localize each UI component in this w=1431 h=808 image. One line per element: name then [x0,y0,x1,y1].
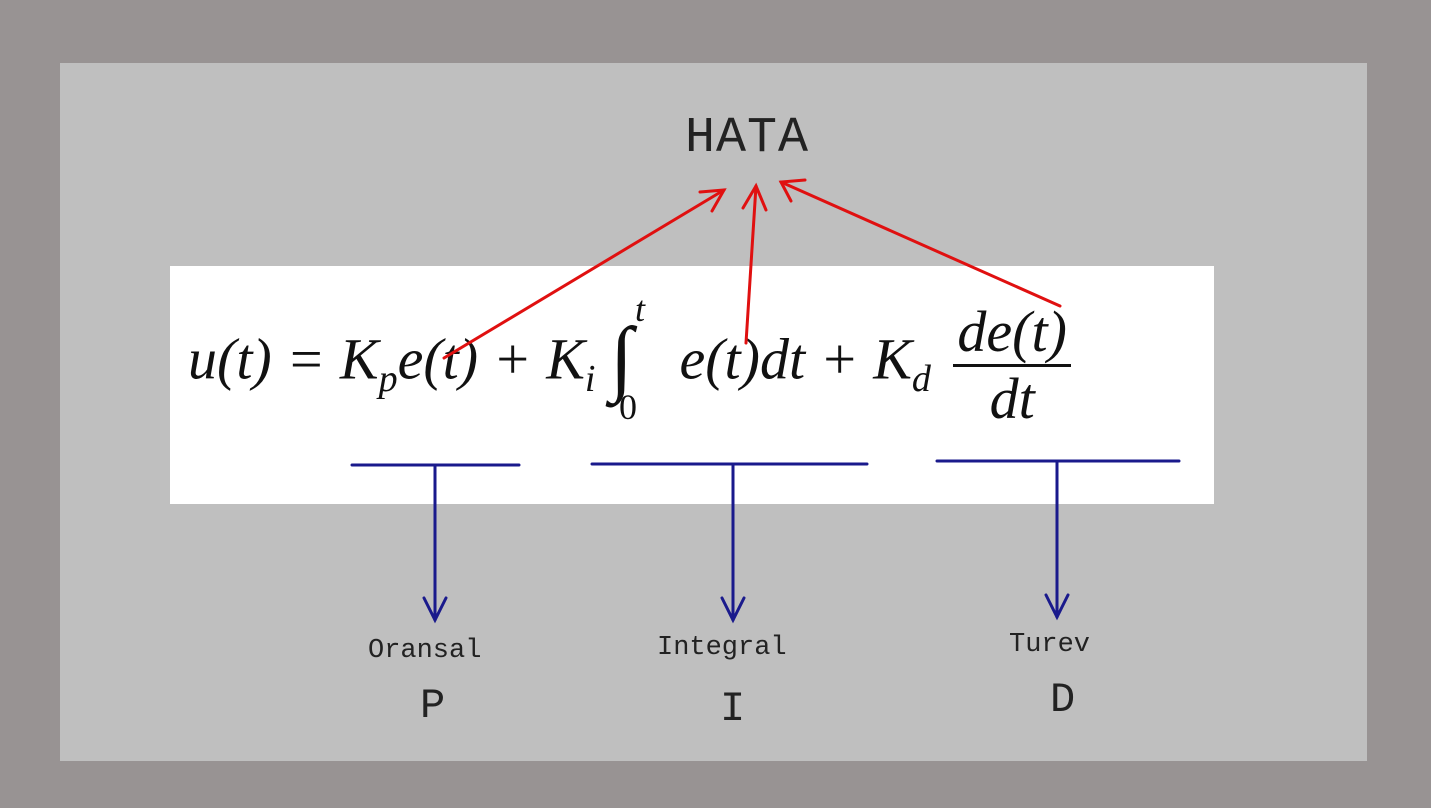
error-arrowhead-integral [741,182,768,212]
term-label-derivative: Turev [1009,630,1091,660]
integral-sign: ∫ [609,310,633,404]
term-label-integral: Integral [657,633,787,663]
ki-symbol: K [546,326,585,392]
error-arrows [442,178,1062,360]
error-title: HATA [685,110,810,167]
fraction-numerator: de(t) [953,300,1071,367]
arrowhead-integral [720,596,746,624]
kp-subscript: p [378,358,398,401]
kd-symbol: K [873,326,912,392]
term-letter-p: P [420,682,446,730]
term-letter-i: I [720,685,746,733]
formula-lhs: u(t) = [188,326,326,392]
lower-limit: 0 [618,387,637,427]
proportional-error: e(t) + [397,326,532,392]
kp-symbol: K [339,326,379,392]
fraction-denominator: dt [989,365,1035,431]
pid-formula: u(t) = Kpe(t) + Ki ∫ t 0 e(t)dt + Kd de(t)… [188,289,1071,431]
derivative-fraction: de(t) dt [953,300,1071,431]
error-arrowhead-derivative [778,178,807,203]
error-arrow-derivative [779,180,1062,308]
integrand: e(t)dt + [679,326,859,392]
ki-subscript: i [584,358,596,401]
term-letter-d: D [1050,676,1076,724]
error-arrowhead-proportional [698,188,727,213]
arrowhead-derivative [1044,593,1070,621]
term-arrows [350,459,1181,624]
kd-subscript: d [911,358,931,401]
error-arrow-proportional [442,188,726,360]
arrowhead-proportional [422,596,448,624]
error-arrow-integral [744,184,758,345]
upper-limit: t [634,289,645,329]
term-label-proportional: Oransal [368,636,482,666]
